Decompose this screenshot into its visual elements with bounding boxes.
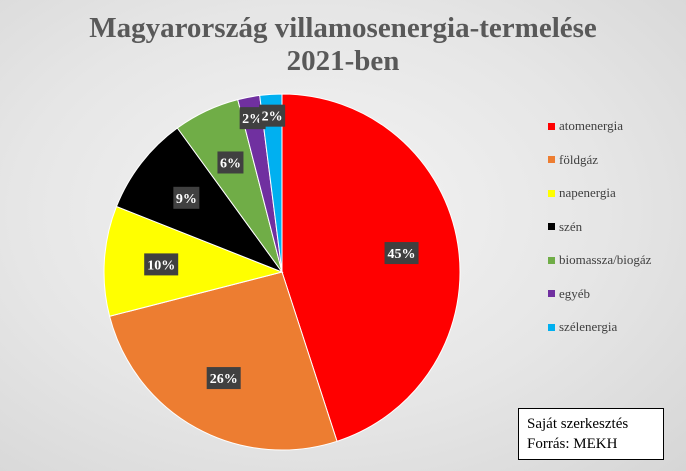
legend-label: földgáz	[559, 151, 598, 167]
pie-slice-napenergia	[103, 205, 284, 317]
legend-swatch	[548, 189, 555, 197]
chart-title-line-2: 2021-ben	[286, 45, 400, 77]
legend-label: szén	[559, 218, 583, 234]
data-label-biomassza-biog-z: 6%	[217, 151, 244, 174]
data-label-text: 45%	[388, 247, 416, 262]
legend-item-egy-b: egyéb	[548, 286, 668, 302]
legend-label: biomassza/biogáz	[559, 252, 652, 267]
pie-slice-sz-lenergia	[259, 93, 283, 273]
data-label-box	[239, 107, 266, 130]
note-source: Forrás: MEKH	[527, 436, 618, 452]
data-label-text: 2%	[262, 110, 283, 125]
legend-item-napenergia: napenergia	[548, 185, 668, 201]
legend-swatch	[548, 223, 555, 230]
legend-swatch	[548, 290, 555, 297]
legend-label: szélenergia	[559, 319, 618, 334]
note-author: Saját szerkesztés	[527, 416, 629, 432]
data-label-text: 26%	[210, 372, 238, 387]
chart-legend: atomenergia földgáz napenergia szén biomassz…	[548, 118, 668, 353]
data-label-text: 9%	[176, 192, 197, 207]
legend-item-biomassza-biog-z: biomassza/biogáz	[548, 252, 668, 268]
data-label-egy-b: 2%	[239, 107, 266, 130]
data-label-napenergia: 10%	[144, 253, 179, 276]
data-label-box	[206, 367, 241, 390]
data-label-sz-n: 9%	[173, 186, 200, 209]
legend-label: atomenergia	[559, 118, 624, 133]
legend-item-f-ldg-z: földgáz	[548, 152, 668, 168]
legend-swatch	[548, 156, 555, 163]
data-label-atomenergia: 45%	[384, 242, 419, 265]
data-label-box	[259, 104, 286, 127]
legend-swatch	[548, 122, 555, 130]
data-label-text: 2%	[242, 112, 263, 127]
data-label-text: 6%	[220, 156, 241, 171]
legend-item-atomenergia: atomenergia	[548, 118, 668, 134]
source-note: Saját szerkesztés Forrás: MEKH	[518, 408, 664, 460]
legend-item-sz-lenergia: szélenergia	[548, 319, 668, 335]
legend-swatch	[548, 256, 555, 264]
chart-title: Magyarország villamosenergia-termelése 2…	[20, 12, 666, 78]
data-label-box	[384, 242, 419, 265]
legend-swatch	[548, 323, 555, 331]
chart-title-line-1: Magyarország villamosenergia-termelése	[89, 12, 597, 44]
data-label-sz-lenergia: 2%	[259, 104, 286, 127]
pie-slice-atomenergia	[281, 93, 461, 442]
data-label-f-ldg-z: 26%	[206, 367, 241, 390]
data-label-box	[144, 253, 179, 276]
legend-label: egyéb	[559, 285, 591, 301]
legend-item-sz-n: szén	[548, 219, 668, 235]
data-label-box	[217, 151, 244, 174]
data-label-text: 10%	[147, 258, 175, 273]
pie-slice-f-ldg-z	[108, 271, 338, 451]
data-label-box	[173, 186, 200, 209]
legend-label: napenergia	[559, 185, 616, 200]
